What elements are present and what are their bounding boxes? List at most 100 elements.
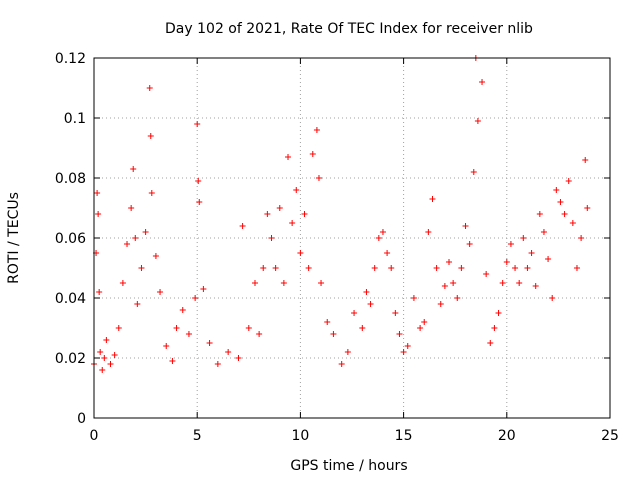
data-point [351,310,358,316]
data-point [450,280,457,286]
data-point [96,289,103,295]
data-point [507,241,514,247]
data-point [119,280,126,286]
x-tick-label: 20 [498,428,516,444]
data-point [330,331,337,337]
data-point [582,157,589,163]
data-point [338,361,345,367]
data-point [115,325,122,331]
data-point [206,340,213,346]
data-point [111,352,118,358]
chart-title: Day 102 of 2021, Rate Of TEC Index for r… [165,21,533,37]
data-point [192,295,199,301]
data-point [130,166,137,172]
data-point [569,220,576,226]
y-tick-label: 0.04 [55,291,86,307]
data-point [344,349,351,355]
x-tick-label: 15 [395,428,413,444]
data-point [545,256,552,262]
x-axis-label: GPS time / hours [290,458,407,474]
data-point [388,265,395,271]
data-point [371,265,378,271]
data-point [318,280,325,286]
data-point [499,280,506,286]
data-point [573,265,580,271]
data-point [163,343,170,349]
data-point [285,154,292,160]
data-point [272,265,279,271]
data-point [276,205,283,211]
data-point [107,361,114,367]
data-point [561,211,568,217]
y-tick-label: 0.1 [64,111,86,127]
data-point [503,259,510,265]
data-point [99,367,106,373]
data-point [483,271,490,277]
data-point [196,199,203,205]
x-tick-label: 25 [601,428,619,444]
data-point [375,235,382,241]
data-point [194,121,201,127]
y-tick-label: 0.06 [55,231,86,247]
data-point [578,235,585,241]
data-point [101,355,108,361]
data-point [157,289,164,295]
data-point [553,187,560,193]
data-point [470,169,477,175]
data-point [565,178,572,184]
data-point [384,250,391,256]
data-point [441,283,448,289]
data-point [256,331,263,337]
data-point [367,301,374,307]
data-point [309,151,316,157]
data-point [404,343,411,349]
data-point [200,286,207,292]
data-point [462,223,469,229]
data-point [410,295,417,301]
data-point [245,325,252,331]
data-point [251,280,258,286]
data-point [239,223,246,229]
data-point [280,280,287,286]
data-point [152,253,159,259]
data-point [363,289,370,295]
data-point [173,325,180,331]
data-point [433,265,440,271]
data-point [400,349,407,355]
y-tick-label: 0.08 [55,171,86,187]
data-point [293,187,300,193]
data-point [437,301,444,307]
data-point [289,220,296,226]
data-point [474,118,481,124]
data-point [95,211,102,217]
data-point [495,310,502,316]
data-point [392,310,399,316]
data-point [512,265,519,271]
data-point [214,361,221,367]
data-point [268,235,275,241]
data-point [491,325,498,331]
data-point [487,340,494,346]
data-point [225,349,232,355]
data-point [417,325,424,331]
data-point [584,205,591,211]
data-point [324,319,331,325]
data-point [516,280,523,286]
data-point [185,331,192,337]
data-point [479,79,486,85]
data-point [260,265,267,271]
data-point [94,190,101,196]
data-point [549,295,556,301]
grid-lines [94,58,610,418]
x-tick-label: 0 [90,428,99,444]
data-point [520,235,527,241]
data-point [359,325,366,331]
data-point [528,250,535,256]
data-point [297,250,304,256]
data-point [532,283,539,289]
x-tick-label: 10 [291,428,309,444]
data-point [315,175,322,181]
data-point [524,265,531,271]
x-tick-label: 5 [193,428,202,444]
